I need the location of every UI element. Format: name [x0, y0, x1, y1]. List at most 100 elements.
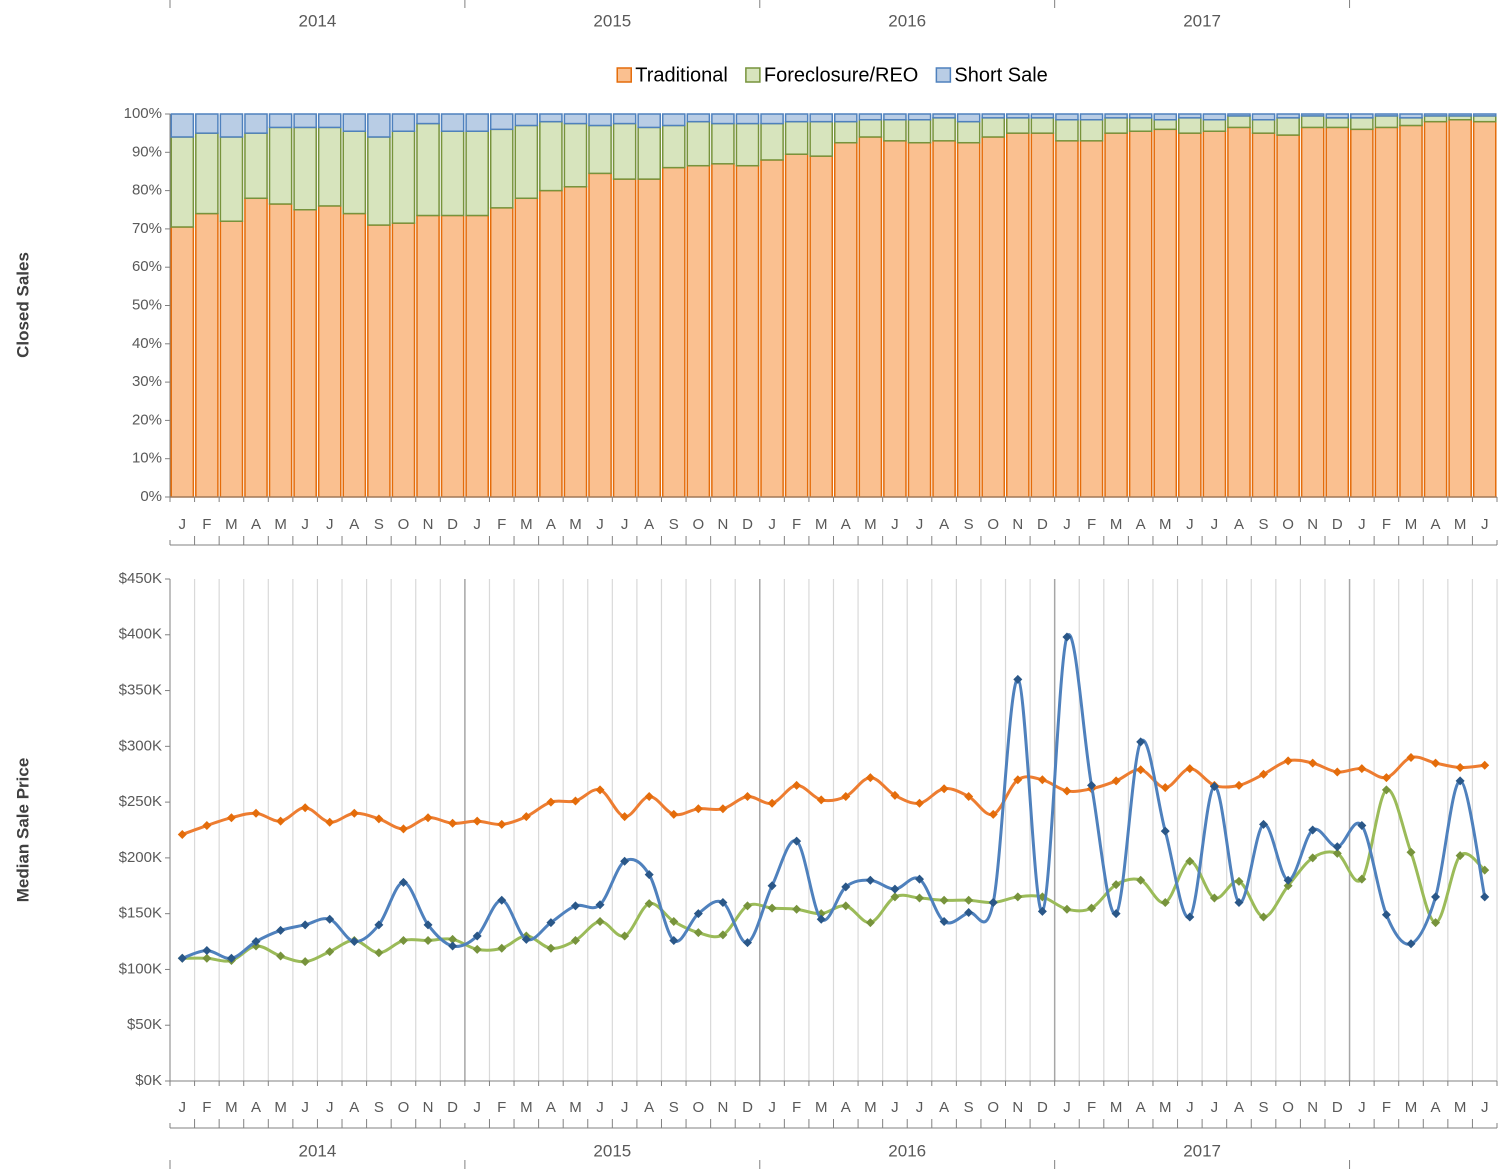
marker: [374, 814, 384, 824]
marker: [1283, 756, 1293, 766]
bar-segment: [858, 136, 883, 498]
bar-segment: [1399, 124, 1423, 498]
y-tick-label: 0%: [140, 488, 162, 505]
bar-segment: [244, 197, 268, 498]
x-tick-label: N: [717, 516, 728, 533]
marker: [202, 945, 212, 955]
x-tick-label: F: [792, 516, 801, 533]
marker: [595, 916, 605, 926]
bar-segment: [465, 113, 489, 132]
marker: [177, 829, 187, 839]
bar-segment: [195, 113, 219, 134]
marker: [595, 900, 605, 910]
bar-segment: [784, 153, 809, 498]
marker: [1160, 898, 1170, 908]
x-tick-label: O: [693, 1099, 705, 1116]
x-tick-label: J: [621, 516, 629, 533]
bar-segment: [1350, 113, 1374, 119]
x-tick-label: M: [274, 516, 287, 533]
bar-segment: [784, 113, 809, 123]
marker: [1111, 880, 1121, 890]
bar-segment: [588, 172, 612, 498]
x-tick-label: J: [179, 1099, 187, 1116]
x-tick-label: J: [301, 516, 309, 533]
y-tick-label: $0K: [135, 1072, 162, 1089]
marker: [1381, 785, 1391, 795]
bar-segment: [317, 113, 342, 129]
marker: [964, 895, 974, 905]
x-tick-label: A: [644, 1099, 654, 1116]
x-tick-label: J: [1186, 516, 1194, 533]
marker: [497, 895, 507, 905]
marker: [644, 870, 654, 880]
marker: [841, 882, 851, 892]
marker: [1136, 765, 1146, 775]
x-tick-label: J: [1481, 1099, 1489, 1116]
x-tick-label: S: [1259, 516, 1269, 533]
x-tick-label: O: [693, 516, 705, 533]
marker: [472, 931, 482, 941]
bar-segment: [809, 120, 834, 157]
x-tick-label: F: [497, 516, 506, 533]
bar-segment: [686, 120, 711, 167]
x-tick-label: S: [964, 516, 974, 533]
y-tick-label: $200K: [119, 849, 162, 866]
bar-segment: [440, 113, 465, 132]
bar-segment: [1128, 113, 1153, 119]
x-tick-label: M: [520, 1099, 533, 1116]
bar-segment: [342, 113, 367, 132]
bar-segment: [907, 141, 932, 498]
x-tick-label: O: [987, 1099, 999, 1116]
year-label: 2017: [1183, 1141, 1221, 1160]
marker: [1136, 875, 1146, 885]
x-tick-label: J: [473, 516, 481, 533]
marker: [448, 934, 458, 944]
x-tick-label: J: [1063, 516, 1071, 533]
x-tick-label: A: [1136, 516, 1146, 533]
marker: [1357, 874, 1367, 884]
marker: [546, 943, 556, 953]
marker: [1185, 856, 1195, 866]
bar-segment: [833, 120, 858, 144]
bar-segment: [1030, 117, 1055, 134]
marker: [1357, 764, 1367, 774]
marker: [988, 809, 998, 819]
marker: [964, 908, 974, 918]
bar-segment: [293, 113, 317, 129]
marker: [718, 898, 728, 908]
marker: [1283, 875, 1293, 885]
bar-segment: [489, 207, 514, 498]
bar-segment: [489, 128, 514, 209]
marker: [890, 884, 900, 894]
bar-segment: [563, 186, 588, 498]
x-tick-label: F: [792, 1099, 801, 1116]
marker: [816, 914, 826, 924]
marker: [1013, 892, 1023, 902]
x-tick-label: F: [497, 1099, 506, 1116]
bar-segment: [539, 120, 563, 192]
y-tick-label: 30%: [132, 373, 162, 390]
marker: [1455, 763, 1465, 773]
x-tick-label: J: [768, 1099, 776, 1116]
marker: [1406, 752, 1416, 762]
bar-segment: [1448, 118, 1472, 498]
bar-segment: [219, 220, 244, 498]
bar-segment: [1276, 117, 1300, 136]
bar-segment: [1472, 113, 1497, 117]
marker: [1308, 758, 1318, 768]
x-tick-label: J: [916, 516, 924, 533]
x-tick-label: M: [1159, 516, 1172, 533]
marker: [423, 813, 433, 823]
marker: [1087, 780, 1097, 790]
marker: [792, 836, 802, 846]
x-tick-label: A: [251, 516, 261, 533]
x-tick-label: O: [1282, 516, 1294, 533]
x-tick-label: M: [569, 516, 582, 533]
bar-segment: [539, 189, 563, 498]
marker: [349, 937, 359, 947]
x-tick-label: M: [864, 1099, 877, 1116]
marker: [448, 818, 458, 828]
bar-segment: [784, 120, 809, 155]
x-tick-label: M: [815, 1099, 828, 1116]
